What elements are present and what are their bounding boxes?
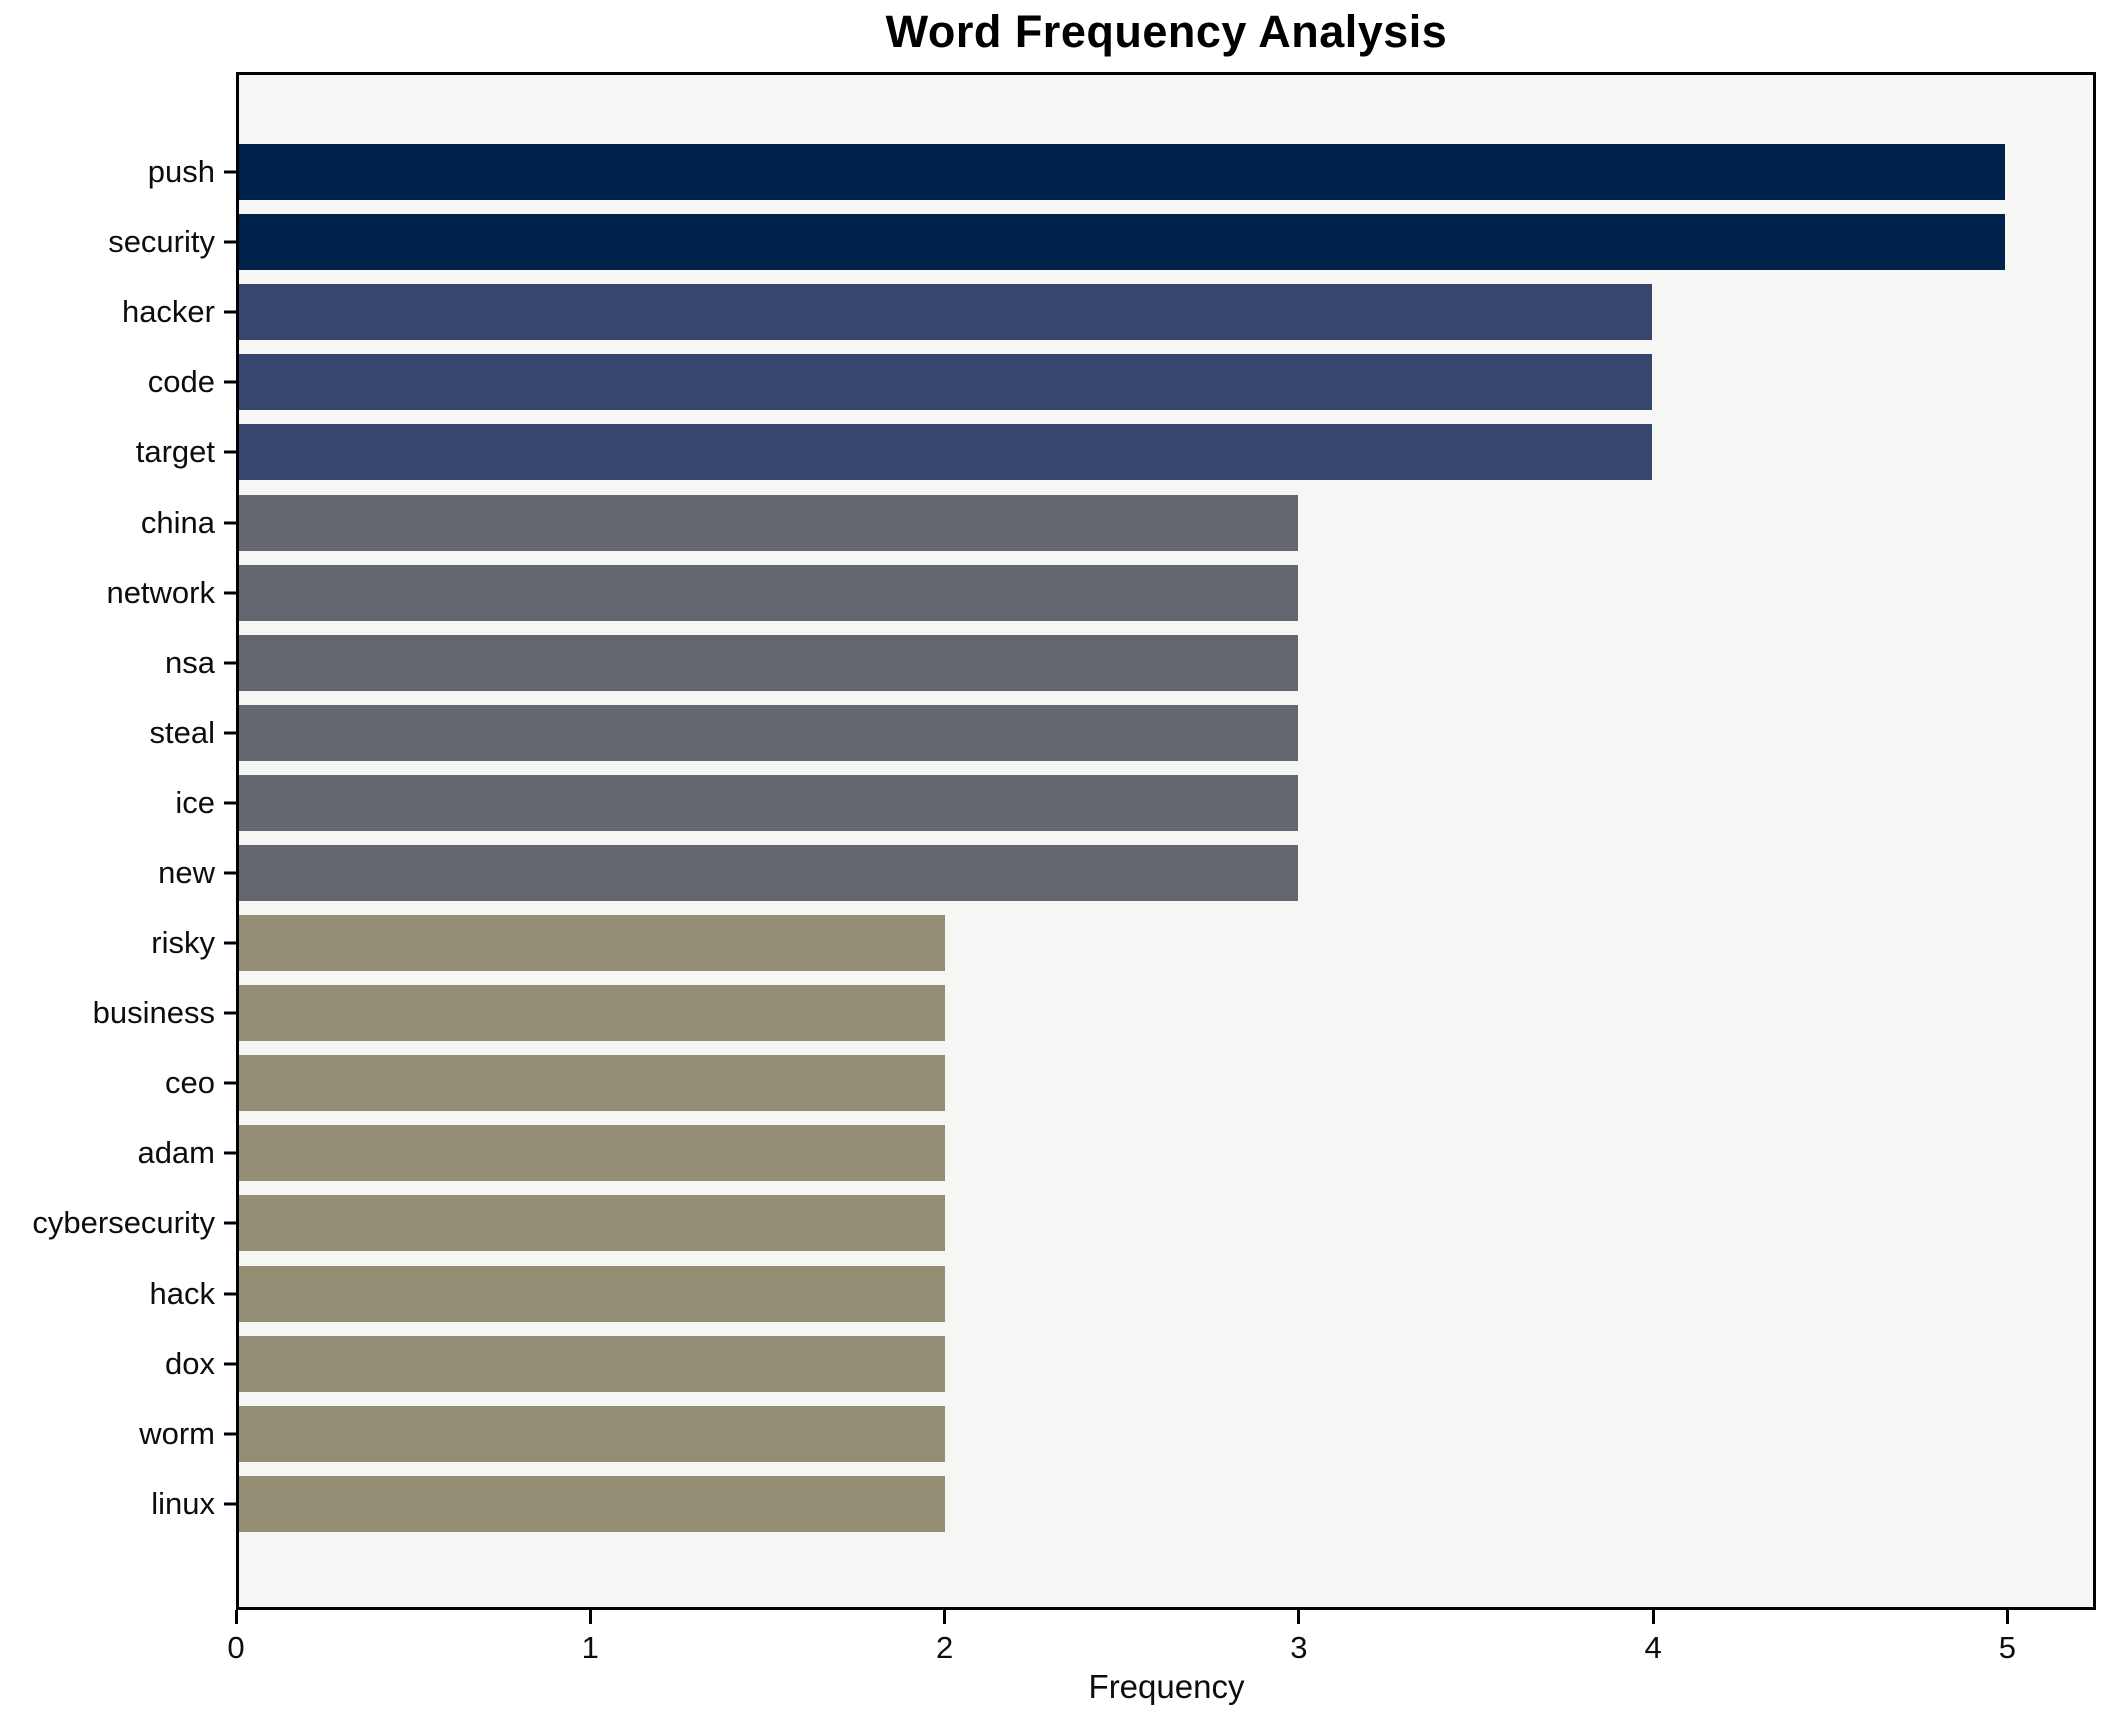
x-tick-label: 5 <box>1998 1630 2017 1665</box>
bar-row: ceo <box>165 1048 2093 1118</box>
bar <box>239 1405 946 1462</box>
y-tick-mark <box>224 871 236 875</box>
x-tick-mark <box>1651 1610 1655 1624</box>
x-tick-mark <box>2005 1610 2009 1624</box>
y-tick-mark <box>224 521 236 525</box>
y-tick-mark <box>224 240 236 244</box>
y-tick-mark <box>224 801 236 805</box>
chart-title: Word Frequency Analysis <box>885 6 1448 57</box>
y-tick-label: dox <box>165 1345 215 1381</box>
x-tick-mark <box>1297 1610 1301 1624</box>
bar <box>239 1475 946 1532</box>
bar <box>239 1265 946 1322</box>
y-tick-mark <box>224 591 236 595</box>
bar-row: business <box>93 978 2093 1048</box>
y-tick-label: adam <box>137 1135 215 1171</box>
bar-row: adam <box>137 1118 2093 1188</box>
y-tick-label: risky <box>151 925 215 961</box>
y-tick-mark <box>224 1502 236 1506</box>
y-tick-mark <box>224 731 236 735</box>
y-tick-mark <box>224 661 236 665</box>
y-tick-mark <box>224 1011 236 1015</box>
bar <box>239 494 1299 551</box>
x-tick-label: 0 <box>227 1630 245 1665</box>
x-tick-label: 4 <box>1644 1630 1662 1665</box>
bar-row: hacker <box>122 277 2093 347</box>
y-tick-label: ceo <box>165 1065 215 1101</box>
plot-area: push security hacker code target china network… <box>32 72 2096 1610</box>
bar-row: china <box>141 487 2093 557</box>
y-tick-label: security <box>108 224 215 260</box>
y-tick-label: worm <box>139 1415 215 1451</box>
x-tick-mark <box>943 1610 947 1624</box>
bar-row: dox <box>165 1329 2093 1399</box>
y-tick-label: steal <box>149 714 215 750</box>
bar <box>239 1335 946 1392</box>
bar-row: nsa <box>165 628 2093 698</box>
y-tick-mark <box>224 170 236 174</box>
bar-row: risky <box>151 908 2093 978</box>
bar-row: push <box>148 137 2093 207</box>
y-tick-mark <box>224 941 236 945</box>
bar <box>239 634 1299 691</box>
y-tick-label: push <box>147 154 215 190</box>
x-axis-label: Frequency <box>1088 1668 1245 1705</box>
x-tick-label: 2 <box>935 1630 954 1665</box>
bar-row: code <box>148 347 2093 417</box>
bar <box>239 915 946 972</box>
y-tick-label: china <box>140 504 215 540</box>
bar-row: new <box>158 838 2093 908</box>
bar <box>239 564 1299 621</box>
bar-row: target <box>136 417 2093 487</box>
bars-container: push security hacker code target china network… <box>32 75 2093 1607</box>
y-tick-mark <box>224 1432 236 1436</box>
y-tick-mark <box>224 310 236 314</box>
bar-row: network <box>106 558 2093 628</box>
y-tick-mark <box>224 1221 236 1225</box>
y-tick-mark <box>224 1151 236 1155</box>
y-tick-label: new <box>158 854 215 890</box>
bar-row: hack <box>150 1259 2093 1329</box>
y-tick-label: target <box>135 434 215 470</box>
y-tick-label: hack <box>149 1275 215 1311</box>
bar <box>239 424 1652 481</box>
y-tick-mark <box>224 1081 236 1085</box>
bar <box>239 985 946 1042</box>
bar-row: cybersecurity <box>32 1188 2093 1258</box>
y-tick-label: cybersecurity <box>32 1205 215 1241</box>
x-tick-label: 1 <box>581 1630 599 1665</box>
bar <box>239 1195 946 1252</box>
bar <box>239 704 1299 761</box>
y-tick-label: linux <box>151 1485 215 1521</box>
bar <box>239 1125 946 1182</box>
bar <box>239 284 1652 341</box>
bar-row: steal <box>150 698 2093 768</box>
bar <box>239 354 1652 411</box>
bar-row: security <box>108 207 2093 277</box>
bar-row: ice <box>175 768 2093 838</box>
y-tick-label: nsa <box>165 644 215 680</box>
y-tick-label: network <box>106 574 215 610</box>
y-tick-mark <box>224 1362 236 1366</box>
x-axis: 0 1 2 3 4 5 <box>227 1610 2096 1670</box>
y-tick-label: code <box>147 364 215 400</box>
x-tick-label: 3 <box>1290 1630 1308 1665</box>
y-tick-mark <box>224 1292 236 1296</box>
bar <box>239 774 1299 831</box>
bar <box>239 144 2005 201</box>
x-tick-mark <box>588 1610 592 1624</box>
bar <box>239 214 2005 271</box>
y-tick-label: business <box>92 995 215 1031</box>
y-tick-label: ice <box>175 784 215 820</box>
y-tick-mark <box>224 380 236 384</box>
x-tick-mark <box>234 1610 238 1624</box>
bar <box>239 1055 946 1112</box>
y-tick-label: hacker <box>121 294 215 330</box>
bar-row: linux <box>151 1469 2093 1539</box>
y-tick-mark <box>224 450 236 454</box>
bar <box>239 844 1299 901</box>
bar-row: worm <box>139 1399 2093 1469</box>
